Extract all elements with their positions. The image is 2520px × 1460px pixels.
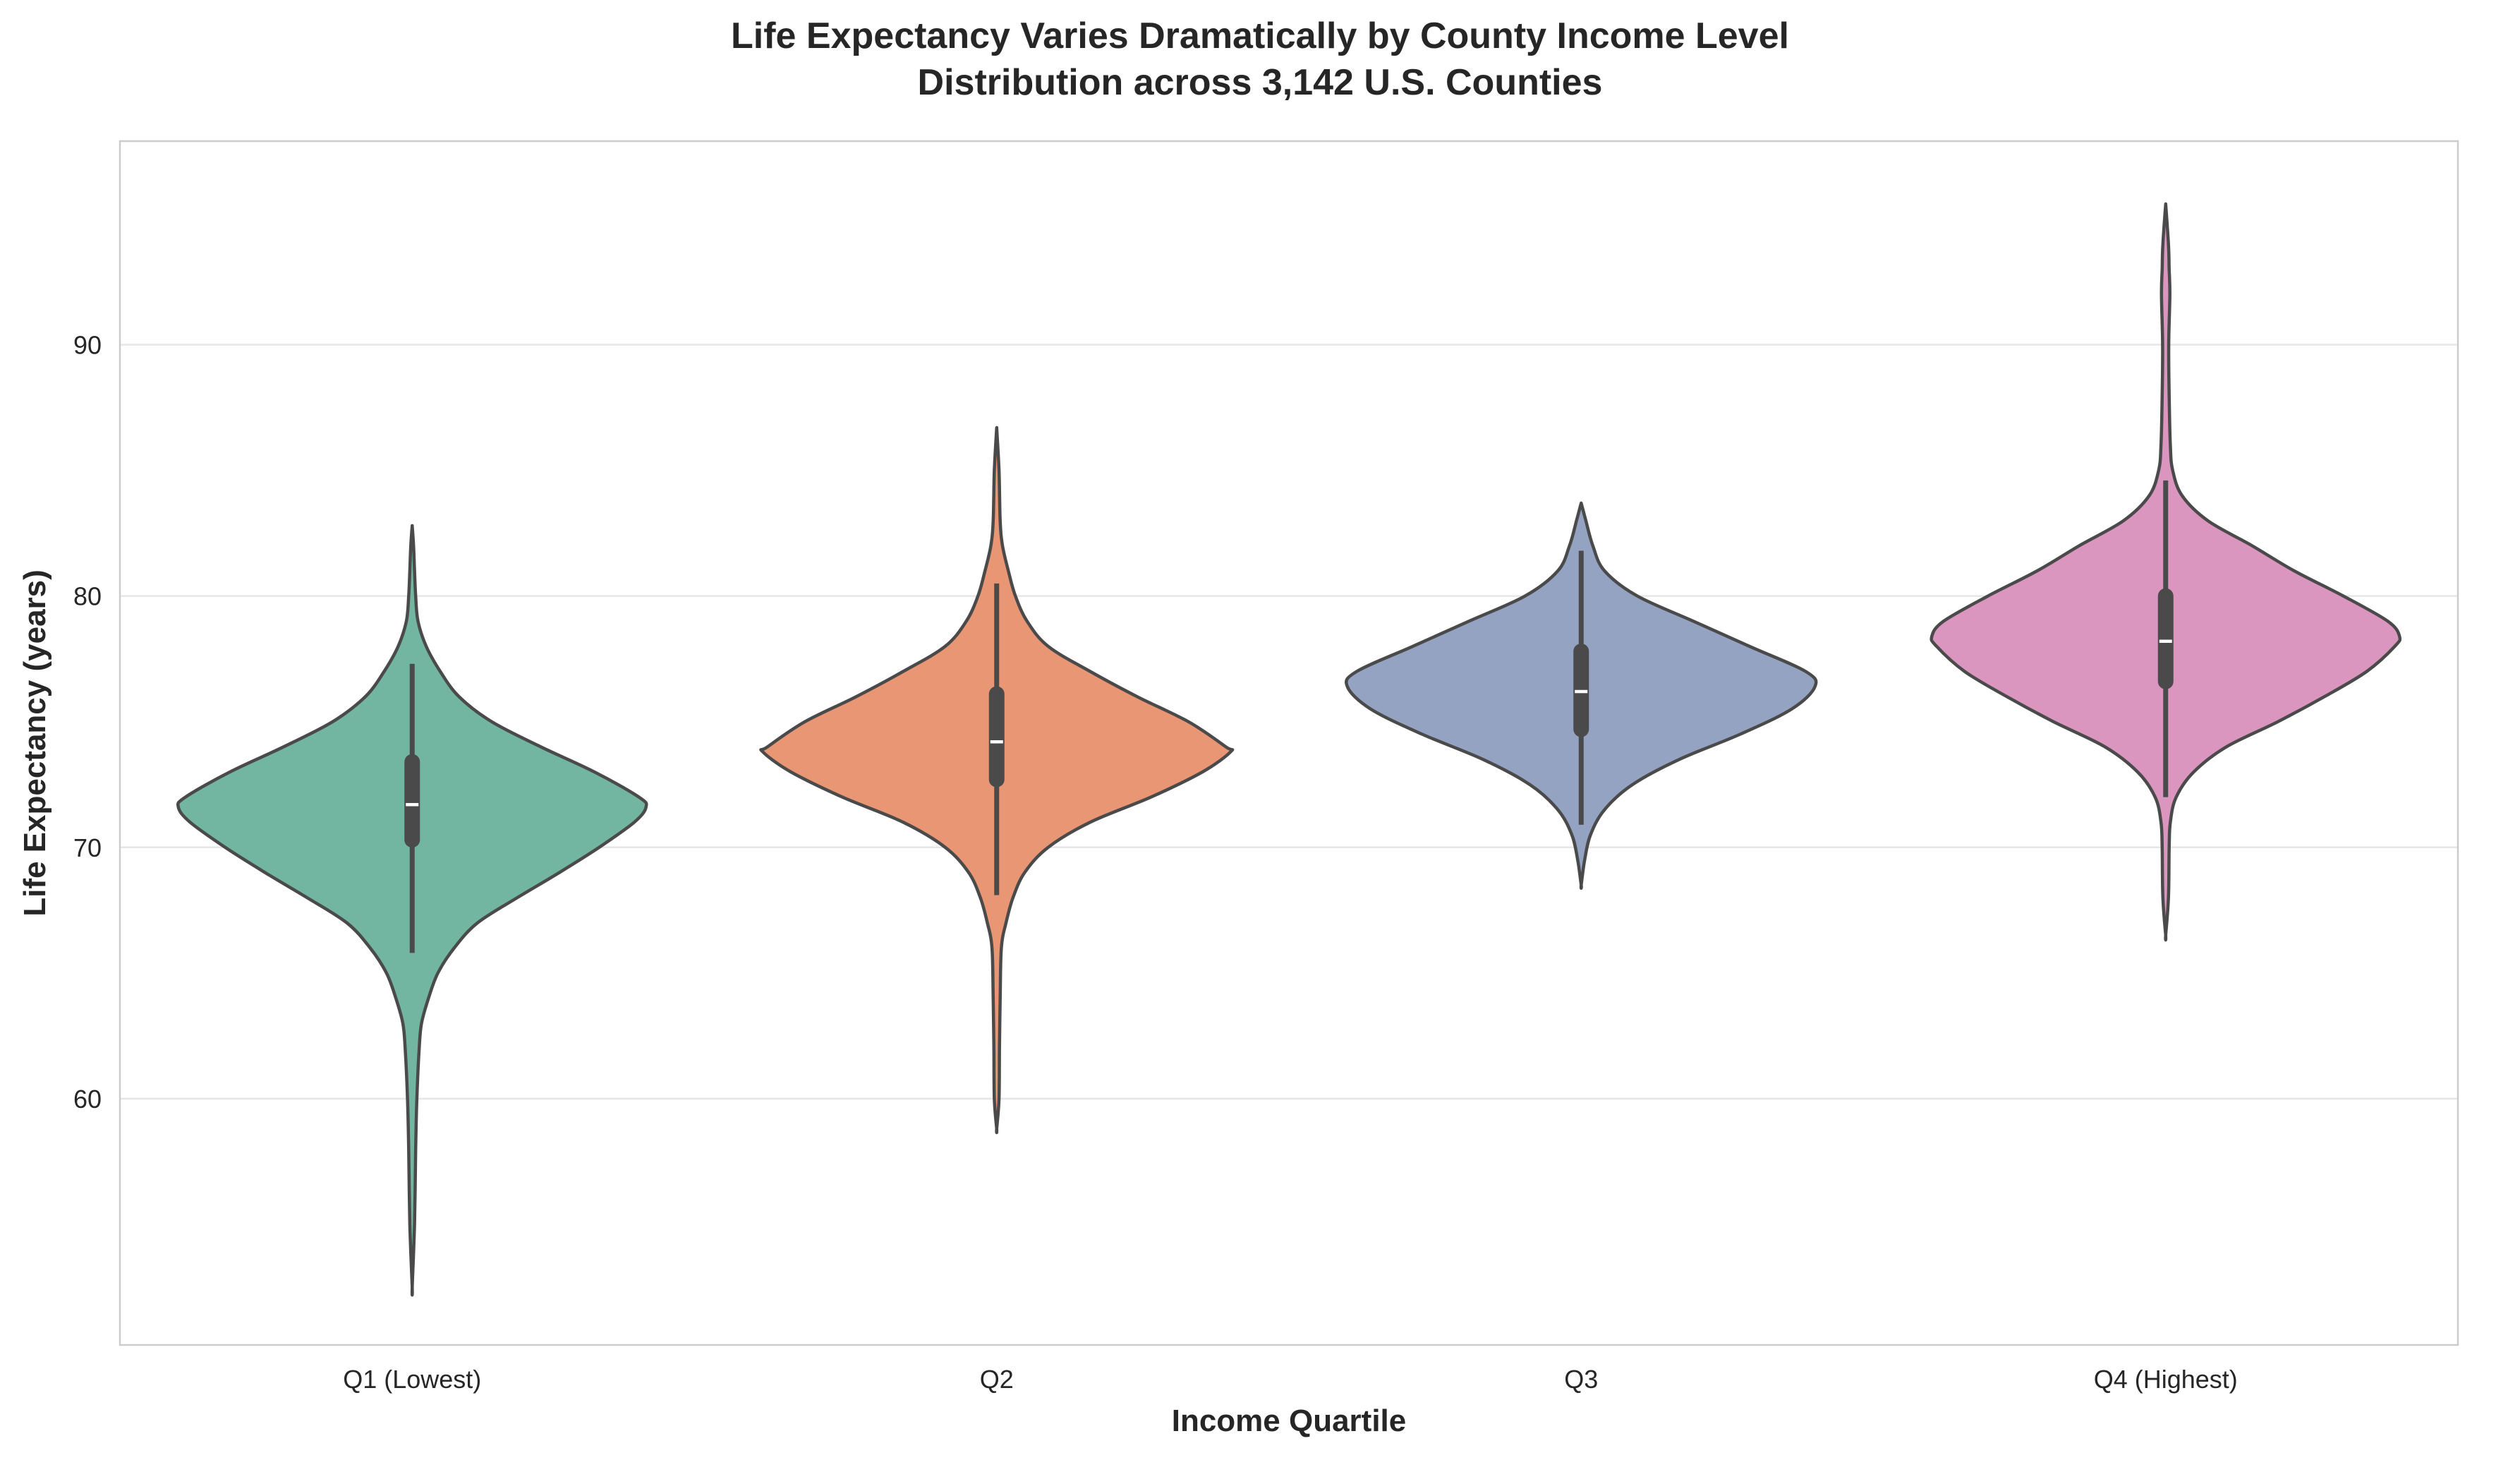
violin-3 (1345, 501, 1818, 890)
y-tick-label: 90 (73, 330, 102, 359)
y-axis-label: Life Expectancy (years) (18, 569, 52, 917)
violin-1 (176, 524, 648, 1297)
y-axis-ticks: 60 70 80 90 (73, 330, 102, 1113)
chart-title: Life Expectancy Varies Dramatically by C… (731, 16, 1789, 56)
x-axis-ticks: Q1 (Lowest) Q2 Q3 Q4 (Highest) (343, 1365, 2238, 1394)
x-tick-label: Q2 (980, 1365, 1014, 1394)
plot-frame (119, 140, 2459, 1346)
x-tick-label: Q4 (Highest) (2094, 1365, 2238, 1394)
y-tick-label: 70 (73, 833, 102, 862)
y-tick-label: 60 (73, 1085, 102, 1114)
violin-2 (759, 426, 1235, 1135)
chart-subtitle: Distribution across 3,142 U.S. Counties (918, 62, 1603, 103)
violins (176, 202, 2402, 1297)
violin-4 (1930, 202, 2402, 942)
x-tick-label: Q3 (1564, 1365, 1598, 1394)
x-axis-label: Income Quartile (1172, 1404, 1407, 1438)
x-tick-label: Q1 (Lowest) (343, 1365, 481, 1394)
y-tick-label: 80 (73, 582, 102, 611)
